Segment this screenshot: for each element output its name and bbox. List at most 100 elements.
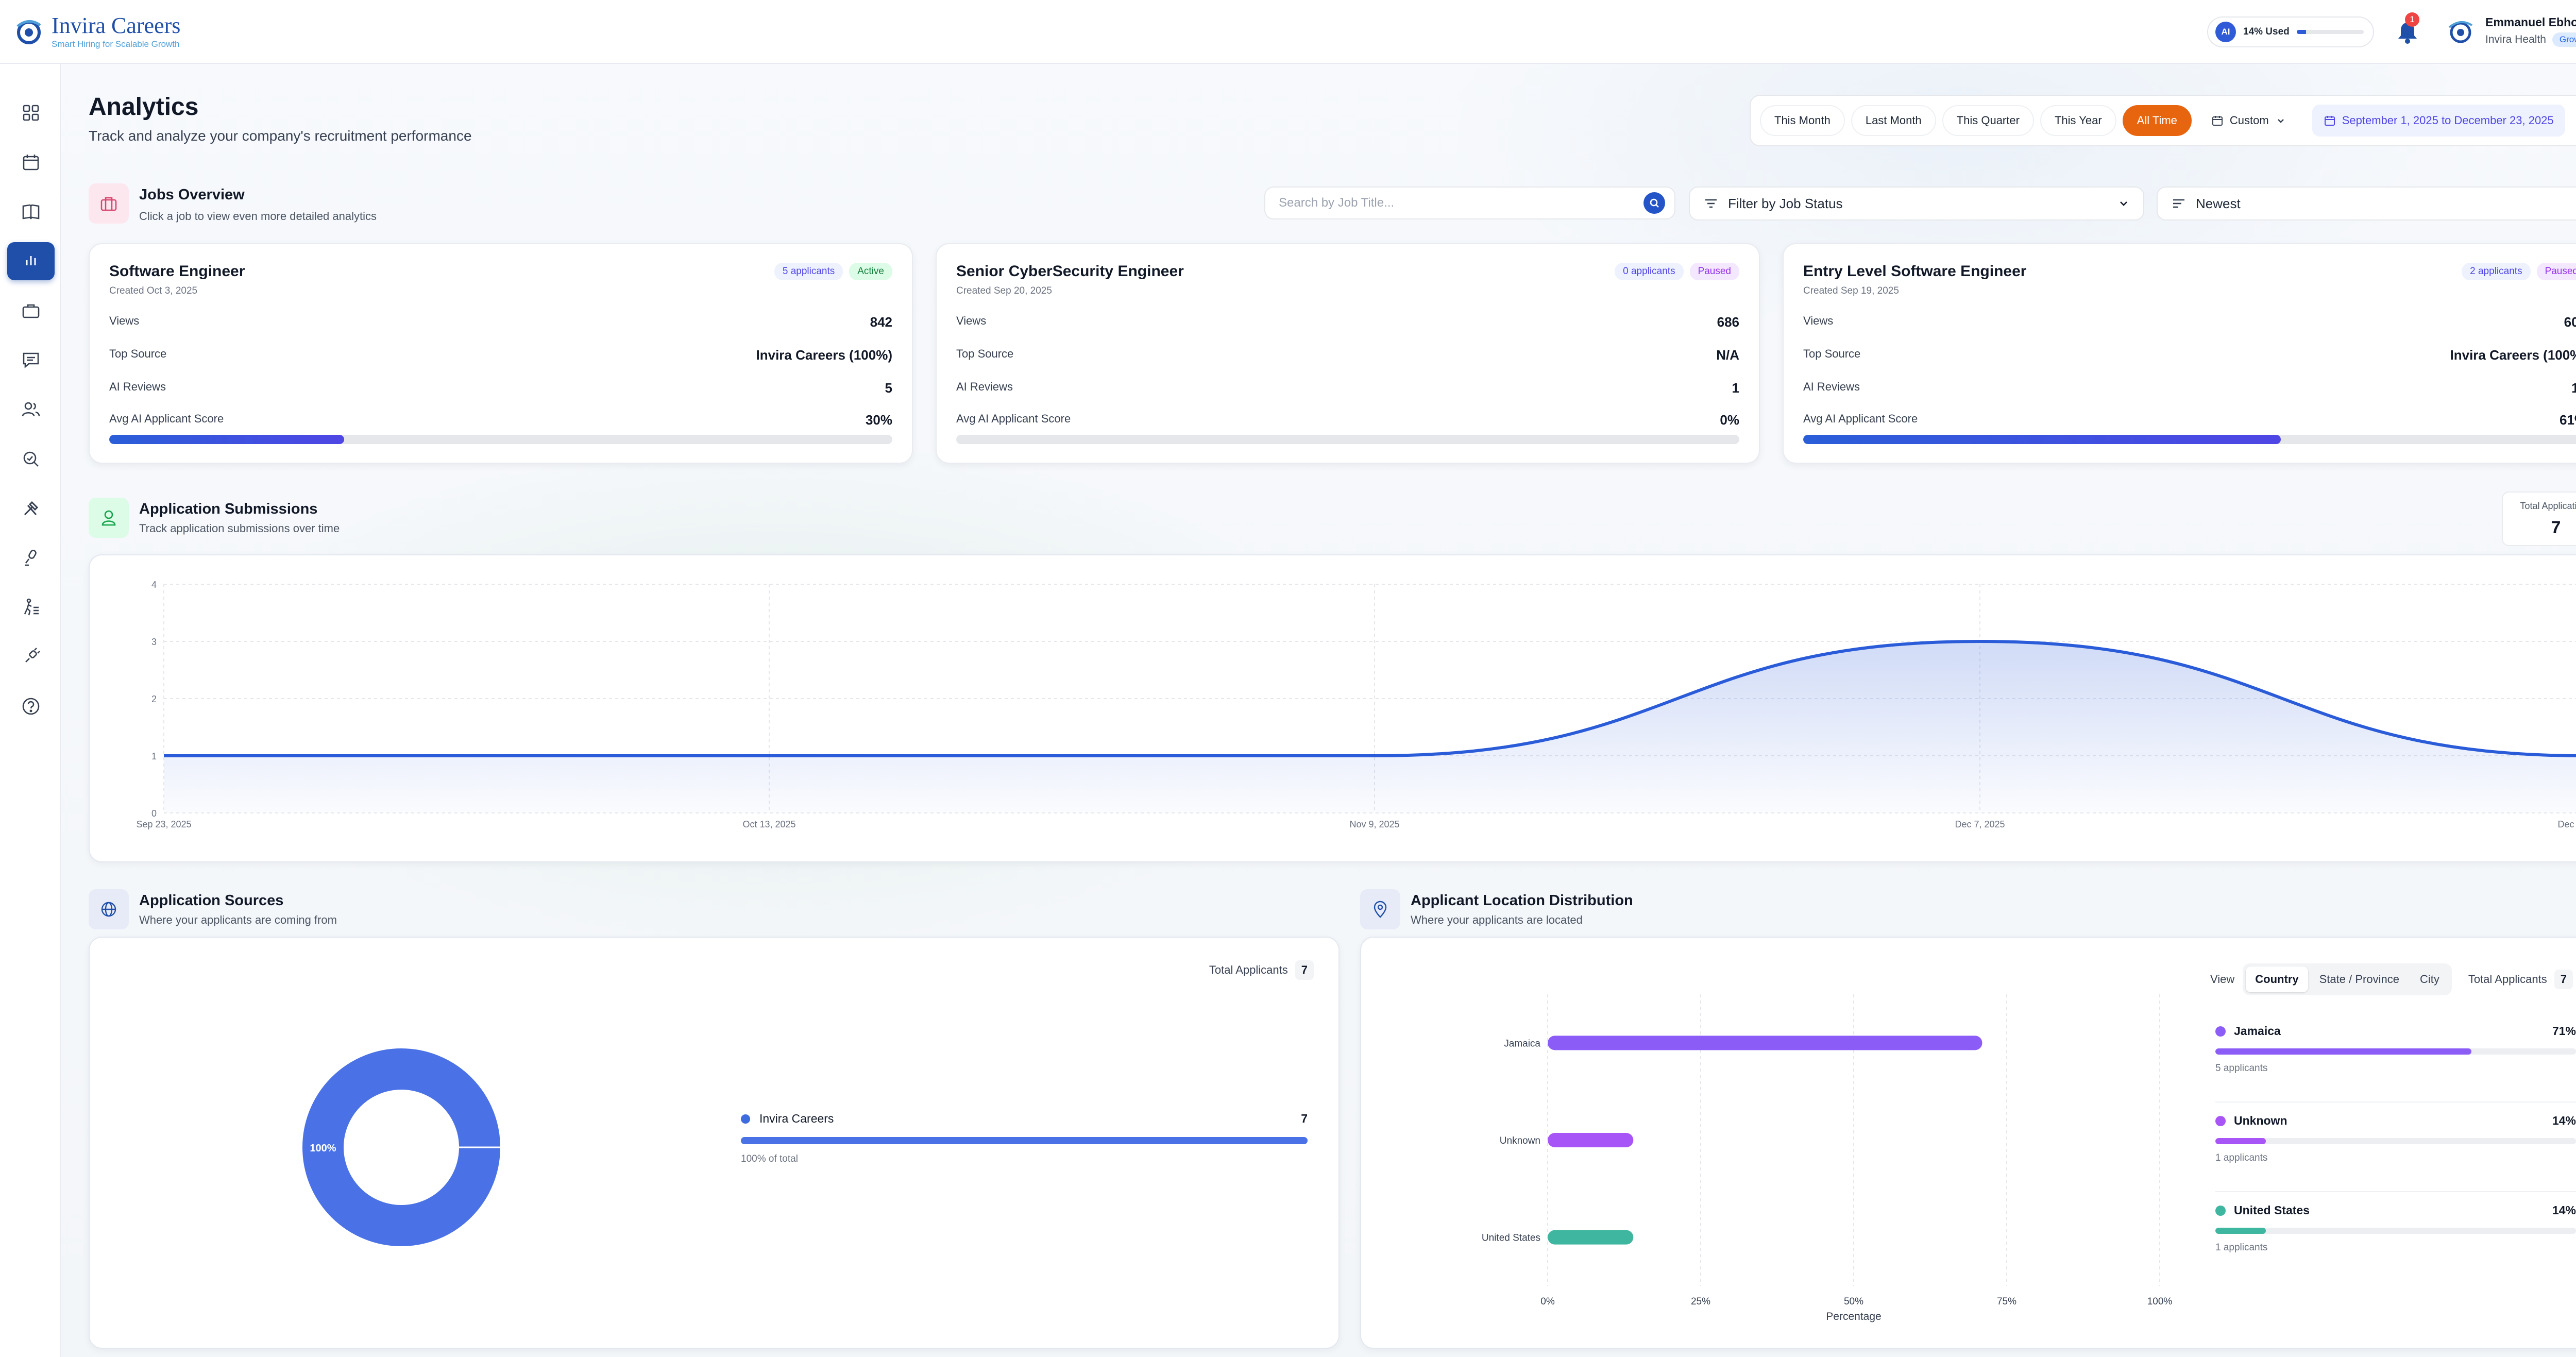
- y-tick-label: 1: [151, 751, 157, 761]
- tab-city[interactable]: City: [2419, 973, 2439, 986]
- sidebar-item-dashboard[interactable]: [7, 94, 55, 132]
- y-tick-label: 4: [151, 580, 157, 590]
- job-title: Entry Level Software Engineer: [1803, 263, 2027, 280]
- job-status-filter[interactable]: Filter by Job Status: [1689, 186, 2144, 220]
- location-subtitle: Where your applicants are located: [1411, 913, 1583, 926]
- location-view-controls: View Country State / Province City Total…: [2210, 963, 2573, 995]
- score-value: 61%: [2559, 412, 2576, 428]
- job-search[interactable]: Search by Job Title...: [1264, 186, 1675, 219]
- period-this-month[interactable]: This Month: [1760, 105, 1845, 136]
- job-card-software-engineer[interactable]: Software Engineer Created Oct 3, 2025 5 …: [89, 243, 913, 464]
- ai-usage-bar: [2296, 30, 2364, 34]
- date-range-button[interactable]: September 1, 2025 to December 23, 2025: [2312, 105, 2565, 137]
- job-card-entry-level-software-engineer[interactable]: Entry Level Software Engineer Created Se…: [1783, 243, 2576, 464]
- submissions-area-chart: 0 1 2 3 4 Sep 23, 2025 Oct 13, 2025 Nov 9, 2025…: [136, 580, 2576, 829]
- submissions-title: Application Submissions: [139, 501, 318, 517]
- ai-usage-pill[interactable]: AI 14% Used: [2207, 16, 2374, 47]
- ai-usage-label: 14% Used: [2243, 26, 2290, 37]
- top-source-value: Invira Careers (100%): [2450, 347, 2576, 363]
- y-tick-label: Jamaica: [1504, 1038, 1540, 1049]
- location-progress-bar: [2215, 1048, 2576, 1055]
- location-item-jamaica[interactable]: Jamaica 71% 5 applicants: [2215, 1024, 2576, 1102]
- sidebar-item-integrations[interactable]: [7, 638, 55, 676]
- ai-reviews-label: AI Reviews: [1803, 380, 1860, 393]
- location-item-unknown[interactable]: Unknown 14% 1 applicants: [2215, 1114, 2576, 1192]
- briefcase-icon: [100, 197, 117, 211]
- bar: [1548, 1133, 1634, 1147]
- sources-total: Total Applicants 7: [1209, 960, 1314, 980]
- sidebar-item-help[interactable]: [7, 687, 55, 725]
- sidebar-item-library[interactable]: [7, 193, 55, 231]
- globe-icon: [101, 902, 116, 917]
- views-value: 608: [2564, 314, 2576, 330]
- sources-title: Application Sources: [139, 892, 284, 909]
- sidebar-item-messages[interactable]: [7, 341, 55, 379]
- score-value: 30%: [865, 412, 892, 428]
- period-all-time[interactable]: All Time: [2122, 105, 2192, 136]
- sources-card: Total Applicants 7 100% Invira Careers 7…: [89, 937, 1340, 1349]
- location-dot: [2215, 1205, 2226, 1216]
- sidebar-item-people[interactable]: [7, 391, 55, 429]
- tab-country[interactable]: Country: [2246, 966, 2308, 992]
- x-tick-label: 75%: [1997, 1296, 2016, 1307]
- top-source-label: Top Source: [109, 347, 167, 360]
- dashboard-grid-icon: [23, 105, 39, 121]
- analytics-chart-icon: [26, 256, 36, 265]
- sidebar-item-jobs[interactable]: [7, 292, 55, 330]
- submissions-subtitle: Track application submissions over time: [139, 522, 340, 535]
- period-this-year[interactable]: This Year: [2040, 105, 2116, 136]
- ai-badge: AI: [2215, 22, 2236, 42]
- sidebar-item-analytics[interactable]: [7, 242, 55, 280]
- page-subtitle: Track and analyze your company's recruit…: [89, 128, 472, 144]
- brand-swirl-icon: [16, 20, 41, 44]
- plan-badge: Growth: [2552, 32, 2576, 47]
- period-this-quarter[interactable]: This Quarter: [1942, 105, 2034, 136]
- sort-label: Newest: [2196, 195, 2241, 211]
- calendar-icon: [2324, 116, 2335, 126]
- location-applicants: 5 applicants: [2215, 1063, 2268, 1074]
- sidebar-item-screening[interactable]: [7, 440, 55, 478]
- legend-source-count: 7: [1301, 1112, 1308, 1125]
- walking-person-icon: [24, 598, 39, 616]
- location-header: Applicant Location Distribution Where yo…: [1360, 889, 1633, 929]
- location-percent: 14%: [2552, 1203, 2576, 1217]
- sidebar-item-calendar[interactable]: [7, 143, 55, 181]
- total-applications-box: Total Applications 7: [2502, 491, 2576, 546]
- integration-plug-icon: [25, 648, 40, 663]
- sidebar-item-tools[interactable]: [7, 489, 55, 528]
- location-name: United States: [2234, 1203, 2310, 1217]
- location-progress-bar: [2215, 1228, 2576, 1234]
- score-progress-bar: [1803, 435, 2576, 444]
- microphone-icon: [25, 550, 37, 566]
- location-icon-box: [1360, 889, 1400, 929]
- ai-reviews-label: AI Reviews: [956, 380, 1013, 393]
- period-last-month[interactable]: Last Month: [1851, 105, 1936, 136]
- job-title: Software Engineer: [109, 263, 245, 280]
- brand-logo[interactable]: Invira Careers Smart Hiring for Scalable…: [12, 13, 180, 49]
- job-card-senior-cybersecurity-engineer[interactable]: Senior CyberSecurity Engineer Created Se…: [936, 243, 1760, 464]
- search-button[interactable]: [1643, 192, 1665, 214]
- user-menu[interactable]: Emmanuel Ebhohimen Invira Health Growth: [2445, 15, 2576, 47]
- score-label: Avg AI Applicant Score: [1803, 412, 1918, 425]
- users-icon: [22, 402, 40, 417]
- tab-state-province[interactable]: State / Province: [2319, 973, 2399, 986]
- pie-slice: [302, 1048, 500, 1246]
- brand-name: Invira Careers: [52, 13, 181, 38]
- x-axis-label: Percentage: [1826, 1311, 1881, 1322]
- location-progress-bar: [2215, 1138, 2576, 1144]
- sidebar-item-interviews[interactable]: [7, 539, 55, 577]
- custom-period-dropdown[interactable]: Custom: [2197, 105, 2299, 136]
- jobs-overview-title: Jobs Overview: [139, 186, 245, 203]
- score-progress-fill: [109, 435, 344, 444]
- top-source-label: Top Source: [1803, 347, 1861, 360]
- page-title: Analytics: [89, 93, 199, 121]
- job-search-input[interactable]: Search by Job Title...: [1279, 196, 1395, 210]
- top-source-value: N/A: [1716, 347, 1739, 363]
- location-tab-group: Country State / Province City: [2243, 963, 2452, 995]
- date-range-label: September 1, 2025 to December 23, 2025: [2342, 114, 2554, 127]
- sort-dropdown[interactable]: Newest: [2157, 186, 2576, 220]
- location-name: Unknown: [2234, 1114, 2287, 1127]
- location-item-united-states[interactable]: United States 14% 1 applicants: [2215, 1203, 2576, 1282]
- sidebar-item-onboarding[interactable]: [7, 588, 55, 626]
- job-title: Senior CyberSecurity Engineer: [956, 263, 1184, 280]
